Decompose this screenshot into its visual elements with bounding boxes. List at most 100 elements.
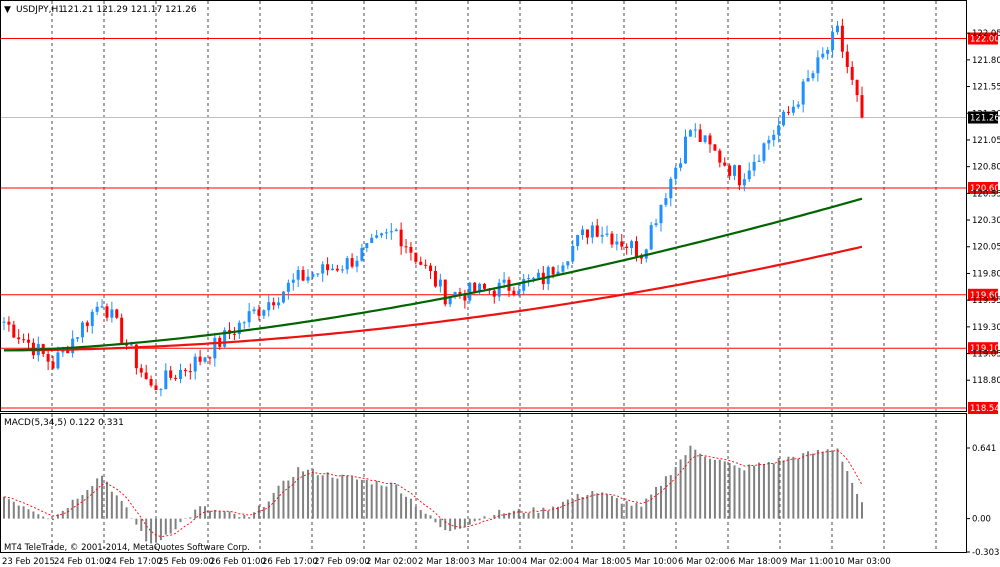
candle-body xyxy=(409,246,413,253)
candle-body xyxy=(786,111,790,113)
candle-body xyxy=(443,279,447,305)
candle-body xyxy=(468,282,472,301)
candle-body xyxy=(693,129,697,131)
macd-bar xyxy=(571,499,574,519)
macd-bar xyxy=(204,506,207,519)
macd-bar xyxy=(194,509,197,519)
macd-bar xyxy=(581,497,584,519)
current-price-tag-label: 121.26 xyxy=(970,114,1000,124)
macd-bar xyxy=(723,461,726,519)
candle-body xyxy=(566,261,570,266)
candle-body xyxy=(590,225,594,238)
macd-bar xyxy=(66,508,69,519)
candle-body xyxy=(389,231,393,233)
candle-body xyxy=(757,160,761,162)
candle-body xyxy=(492,290,496,297)
macd-bar xyxy=(503,513,506,519)
candle-body xyxy=(242,322,246,324)
copyright-text: MT4 TeleTrade, © 2001-2014, MetaQuotes S… xyxy=(4,543,250,553)
candle-body xyxy=(473,282,477,293)
macd-bar xyxy=(120,500,123,519)
candle-body xyxy=(438,279,442,287)
macd-bar xyxy=(841,461,844,519)
candle-body xyxy=(512,290,516,295)
candle-body xyxy=(772,134,776,141)
macd-bar xyxy=(37,514,40,519)
candle-body xyxy=(179,369,183,379)
collapse-arrow-icon[interactable]: ▼ xyxy=(4,5,11,15)
level-tag-bg xyxy=(968,342,998,355)
macd-bar xyxy=(154,518,157,543)
level-tag-bg xyxy=(968,182,998,195)
macd-bar xyxy=(851,482,854,519)
candle-body xyxy=(674,167,678,179)
macd-bar xyxy=(488,518,491,519)
macd-bar xyxy=(802,453,805,519)
macd-bar xyxy=(375,480,378,519)
candle-body xyxy=(355,260,359,267)
price-tick-label: 119.55 xyxy=(972,296,1000,306)
time-tick-label: 2 Mar 18:00 xyxy=(418,557,469,567)
macd-bar xyxy=(777,457,780,519)
macd-bar xyxy=(591,491,594,519)
candle-body xyxy=(561,265,565,272)
level-tag-bg xyxy=(968,32,998,45)
candle-body xyxy=(728,165,732,176)
macd-bar xyxy=(527,513,530,519)
macd-bar xyxy=(409,498,412,519)
macd-bar xyxy=(816,449,819,519)
candle-body xyxy=(316,273,320,275)
candle-body xyxy=(232,333,236,335)
macd-bar xyxy=(257,505,260,519)
macd-bar xyxy=(96,478,99,519)
candle-body xyxy=(375,235,379,238)
price-tick-label: 120.80 xyxy=(972,163,1000,173)
macd-bar xyxy=(27,509,30,519)
macd-bar xyxy=(243,515,246,519)
macd-bar xyxy=(32,511,35,519)
candle-body xyxy=(571,246,575,262)
candle-body xyxy=(85,322,89,326)
candle-body xyxy=(306,276,310,281)
chart-symbol-title: USDJPY,H1 xyxy=(16,5,64,15)
candle-body xyxy=(237,322,241,335)
macd-bar xyxy=(679,459,682,519)
price-tick-label: 118.80 xyxy=(972,376,1000,386)
macd-bar xyxy=(248,517,251,519)
candle-body xyxy=(7,321,11,325)
macd-bar xyxy=(218,511,221,519)
macd-bar xyxy=(105,481,108,519)
candle-body xyxy=(384,232,388,234)
candle-body xyxy=(639,256,643,259)
candle-body xyxy=(634,241,638,257)
candle-body xyxy=(12,324,16,338)
price-tick-label: 122.05 xyxy=(972,29,1000,39)
chart-ohlc-values: 121.21 121.29 121.17 121.26 xyxy=(62,5,197,15)
candle-body xyxy=(350,258,354,267)
macd-bar xyxy=(287,480,290,519)
macd-bar xyxy=(164,518,167,535)
macd-bar xyxy=(483,516,486,519)
candle-body xyxy=(208,357,212,359)
time-tick-label: 24 Feb 01:00 xyxy=(54,557,110,567)
level-tag-label: 120.60 xyxy=(970,184,1000,194)
macd-bar xyxy=(522,512,525,519)
macd-bar xyxy=(297,467,300,519)
candle-body xyxy=(330,268,334,271)
macd-bar xyxy=(517,508,520,519)
candle-body xyxy=(860,95,864,118)
candle-body xyxy=(169,370,173,378)
macd-histogram xyxy=(3,445,863,544)
time-tick-label: 2 Mar 02:00 xyxy=(366,557,417,567)
price-tick-label: 119.80 xyxy=(972,269,1000,279)
macd-bar xyxy=(449,518,452,531)
macd-bar xyxy=(277,485,280,519)
candle-body xyxy=(840,25,844,52)
price-tick-label: 120.05 xyxy=(972,243,1000,253)
macd-bar xyxy=(831,450,834,519)
candle-body xyxy=(733,165,737,176)
macd-bar xyxy=(664,476,667,519)
candle-body xyxy=(791,106,795,113)
candle-body xyxy=(532,277,536,279)
